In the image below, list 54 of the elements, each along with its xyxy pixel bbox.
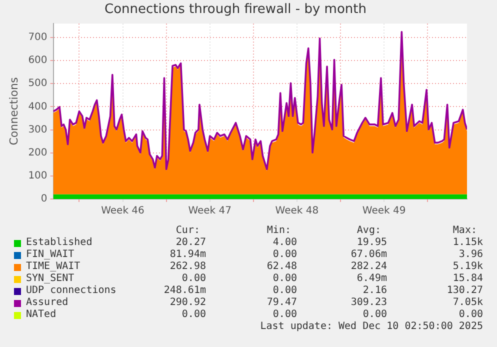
text: Last update: Wed Dec 10 02:50:00 2025 xyxy=(260,321,483,333)
text: 0.00 xyxy=(458,309,483,321)
text: 6.49m xyxy=(356,273,387,285)
x-tick-label: Week 47 xyxy=(188,206,232,217)
x-tick-label: Week 49 xyxy=(362,206,406,217)
text: 67.06m xyxy=(350,249,387,261)
text: 81.94m xyxy=(170,249,206,261)
text: 79.47 xyxy=(266,297,297,309)
text: 0.00 xyxy=(182,309,206,321)
y-tick-label: 600 xyxy=(28,55,48,66)
x-tick-label: Week 46 xyxy=(101,206,144,217)
y-tick-label: 200 xyxy=(28,147,48,158)
text: 4.00 xyxy=(272,237,297,249)
text: 19.95 xyxy=(356,237,387,249)
text: Min: xyxy=(266,225,291,237)
legend-label: SYN_SENT xyxy=(26,273,74,285)
legend-label: TIME_WAIT xyxy=(26,261,80,273)
y-tick-label: 0 xyxy=(40,194,48,205)
text: Max: xyxy=(452,225,477,237)
text: 2.16 xyxy=(362,285,387,297)
text: 0.00 xyxy=(272,309,297,321)
text: 0.00 xyxy=(182,273,206,285)
text: 0.00 xyxy=(272,273,297,285)
y-tick-label: 100 xyxy=(28,170,48,182)
x-tick-label: Week 48 xyxy=(275,206,319,217)
legend-label: NATed xyxy=(26,309,56,321)
text: 20.27 xyxy=(176,237,206,249)
chart-title: Connections through firewall - by month xyxy=(104,2,366,18)
y-tick-label: 400 xyxy=(28,101,48,112)
legend-label: UDP connections xyxy=(26,285,116,297)
text: 0.00 xyxy=(362,309,387,321)
legend-label: FIN_WAIT xyxy=(26,249,74,261)
text: 3.96 xyxy=(458,249,483,261)
legend-label: Assured xyxy=(26,297,68,309)
text: 130.27 xyxy=(446,285,483,297)
text: 248.61m xyxy=(164,285,206,297)
text: 290.92 xyxy=(170,297,206,309)
y-tick-label: 300 xyxy=(28,124,48,136)
text: 0.00 xyxy=(272,249,297,261)
y-tick-label: 500 xyxy=(28,78,48,90)
text: 282.24 xyxy=(350,261,387,273)
text: Cur: xyxy=(176,225,200,237)
text: 309.23 xyxy=(350,297,387,309)
text: 7.05k xyxy=(452,297,483,309)
text: 62.48 xyxy=(266,261,297,273)
legend-label: Established xyxy=(26,237,92,249)
text: 1.15k xyxy=(452,237,483,249)
text: 15.84 xyxy=(452,273,483,285)
text: 5.19k xyxy=(452,261,483,273)
text: Avg: xyxy=(356,225,381,237)
y-axis-title: Connections xyxy=(7,77,20,146)
text: 262.98 xyxy=(170,261,206,273)
text: 0.00 xyxy=(272,285,297,297)
y-tick-label: 700 xyxy=(28,32,48,44)
